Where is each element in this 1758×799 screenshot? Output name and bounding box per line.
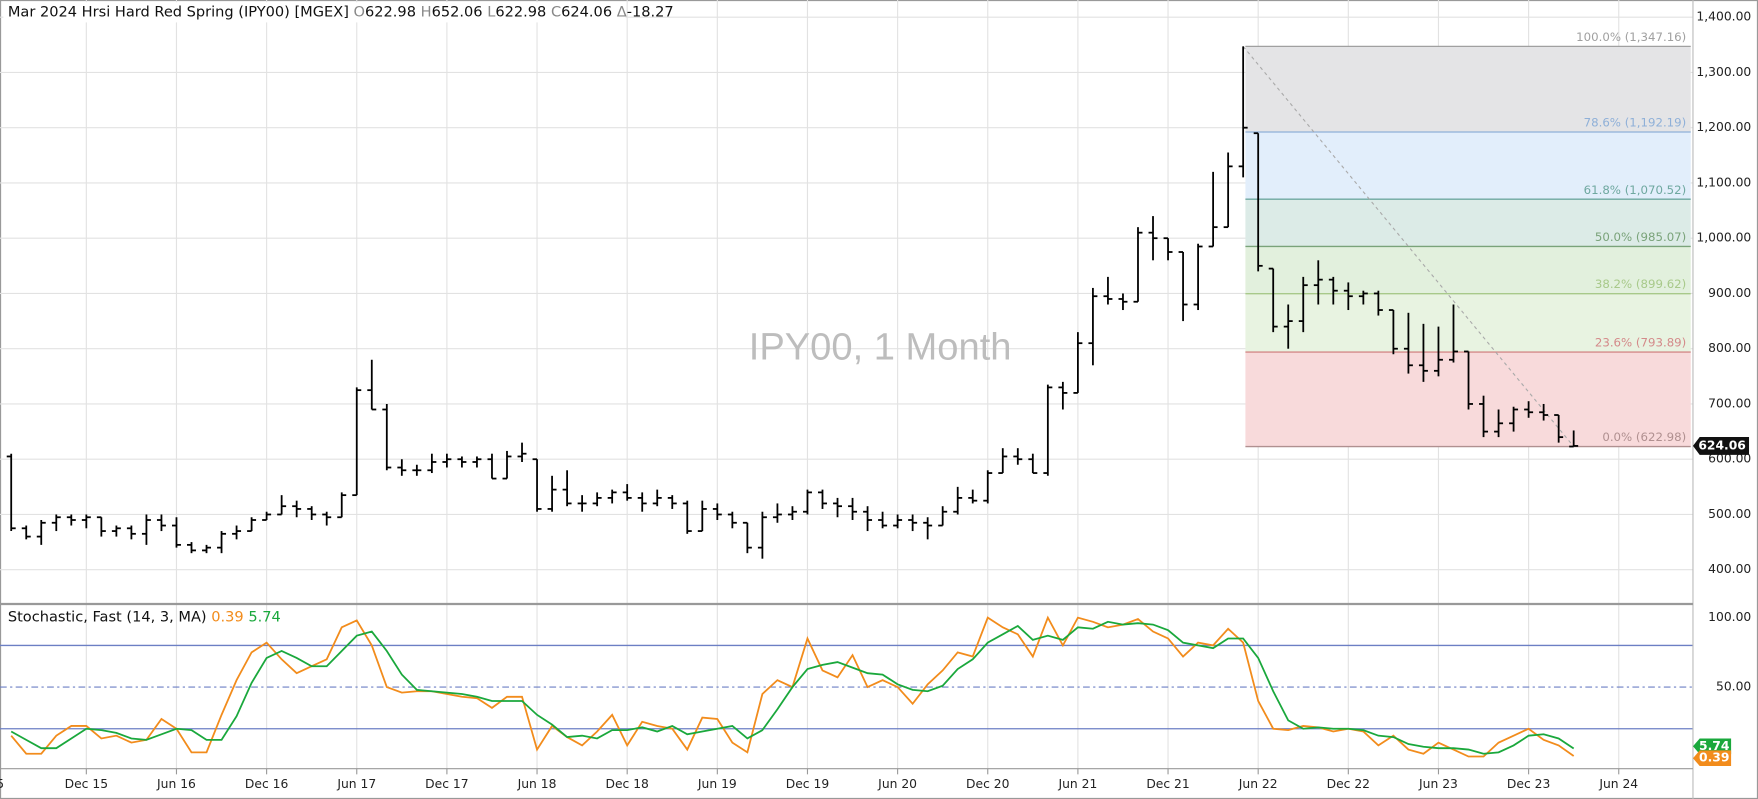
x-tick-label: Dec 23 xyxy=(1507,777,1550,791)
x-tick-label: Jun 17 xyxy=(336,777,376,791)
y-tick-label: 100.00 xyxy=(1708,610,1751,624)
fib-label: 61.8% (1,070.52) xyxy=(1584,183,1687,197)
fib-band xyxy=(1245,132,1691,200)
indicator-title: Stochastic, Fast (14, 3, MA) xyxy=(8,608,207,625)
value-tag xyxy=(1692,738,1732,755)
main-layer: 100.0% (1,347.16) 78.6% (1,192.19) 61.8% (… xyxy=(0,30,1693,758)
fib-band xyxy=(1245,246,1691,294)
value-tag-label: 0.39 xyxy=(1699,751,1729,765)
x-tick-label: Dec 17 xyxy=(425,777,468,791)
field-label: C xyxy=(551,3,561,20)
fib-trendline xyxy=(1242,46,1575,447)
watermark: IPY00, 1 Month xyxy=(749,327,1012,369)
header: Mar 2024 Hrsi Hard Red Spring (IPY00) [M… xyxy=(8,3,674,20)
y-tick-label: 50.00 xyxy=(1716,680,1751,694)
x-tick-label: Jun 21 xyxy=(1057,777,1097,791)
field-label: Δ xyxy=(617,3,627,20)
y-tick-label: 1,100.00 xyxy=(1696,175,1751,189)
fib-label: 100.0% (1,347.16) xyxy=(1576,30,1686,44)
price-tag xyxy=(1692,436,1750,455)
x-tick-label: Dec 20 xyxy=(966,777,1010,791)
x-tick-label: Jun 19 xyxy=(697,777,737,791)
x-tick-label: Jun 20 xyxy=(877,777,917,791)
instrument-title: Mar 2024 Hrsi Hard Red Spring (IPY00) [M… xyxy=(8,3,349,20)
x-tick-label: Dec 16 xyxy=(245,777,289,791)
header-bg xyxy=(3,2,626,23)
value-tag xyxy=(1692,750,1732,767)
y-tick-label: 700.00 xyxy=(1708,396,1751,410)
x-tick-label: Jun 23 xyxy=(1418,777,1458,791)
fib-band xyxy=(1245,46,1691,133)
low-value: 622.98 xyxy=(495,3,546,20)
y-tick-label: 1,300.00 xyxy=(1696,65,1751,79)
x-tick-label: Jun 18 xyxy=(517,777,557,791)
fib-label: 50.0% (985.07) xyxy=(1595,230,1686,244)
price-tag-label: 624.06 xyxy=(1698,438,1746,452)
x-tick-label: 15 xyxy=(0,777,4,791)
y-tick-label: 1,200.00 xyxy=(1696,120,1751,134)
x-tick-label: Dec 15 xyxy=(65,777,108,791)
k-value: 0.39 xyxy=(211,608,243,625)
fib-label: 0.0% (622.98) xyxy=(1602,430,1686,444)
y-tick-label: 1,400.00 xyxy=(1696,10,1751,24)
fib-band xyxy=(1245,293,1691,353)
x-tick-label: Jun 24 xyxy=(1598,777,1638,791)
indicator-header: Stochastic, Fast (14, 3, MA) 0.39 5.74 xyxy=(8,608,281,625)
d-value: 5.74 xyxy=(248,608,280,625)
stoch-line xyxy=(10,620,1575,755)
close-value: 624.06 xyxy=(561,3,612,20)
x-tick-label: Dec 22 xyxy=(1327,777,1370,791)
y-tick-label: 400.00 xyxy=(1708,562,1751,576)
y-tick-label: 1,000.00 xyxy=(1696,231,1751,245)
background-layer xyxy=(0,0,1693,769)
high-value: 652.06 xyxy=(432,3,483,20)
fib-label: 78.6% (1,192.19) xyxy=(1584,116,1687,130)
y-tick-label: 500.00 xyxy=(1708,507,1751,521)
y-tick-label: 800.00 xyxy=(1708,341,1751,355)
field-label: L xyxy=(487,3,496,20)
value-tag-label: 5.74 xyxy=(1699,739,1729,753)
x-tick-label: Jun 16 xyxy=(156,777,196,791)
y-tick-label: 600.00 xyxy=(1708,452,1751,466)
x-tick-label: Dec 18 xyxy=(605,777,648,791)
field-label: O xyxy=(354,3,365,20)
change-value: -18.27 xyxy=(627,3,674,20)
fib-band xyxy=(1245,199,1691,247)
field-label: H xyxy=(421,3,432,20)
open-value: 622.98 xyxy=(365,3,416,20)
fib-label: 38.2% (899.62) xyxy=(1595,277,1686,291)
x-tick-label: Dec 21 xyxy=(1146,777,1189,791)
x-tick-label: Dec 19 xyxy=(786,777,829,791)
fib-label: 23.6% (793.89) xyxy=(1595,336,1686,350)
y-tick-label: 900.00 xyxy=(1708,286,1751,300)
x-tick-label: Jun 22 xyxy=(1238,777,1278,791)
